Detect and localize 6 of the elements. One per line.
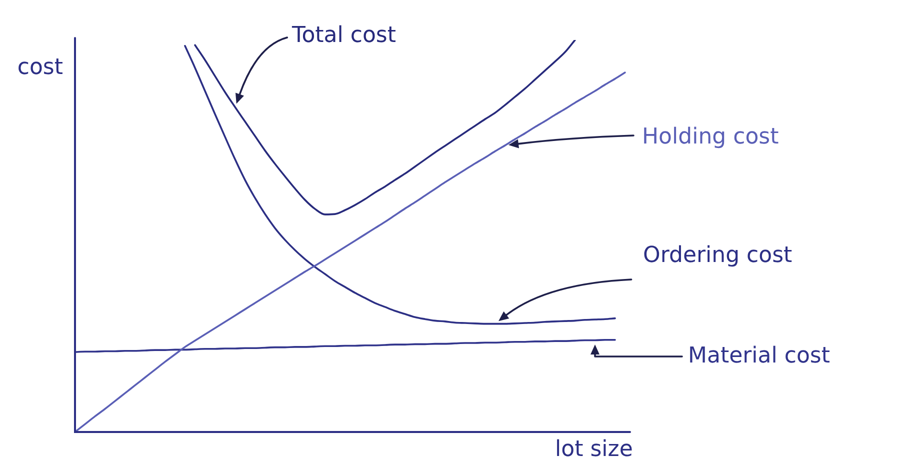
x-axis-title: lot size (555, 437, 633, 462)
y-axis-title: cost (17, 55, 64, 80)
text: Material cost (688, 343, 830, 368)
text: Total cost (291, 23, 396, 48)
text: Ordering cost (643, 242, 793, 268)
text: Holding cost (642, 124, 780, 150)
